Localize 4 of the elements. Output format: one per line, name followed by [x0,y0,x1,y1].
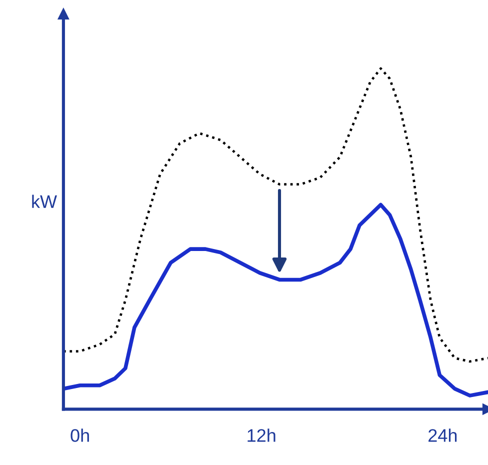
x-tick-label: 0h [70,428,89,442]
x-tick-label: 24h [428,428,457,442]
y-axis-title: kW [32,194,57,208]
x-tick-label: 12h [248,428,276,442]
